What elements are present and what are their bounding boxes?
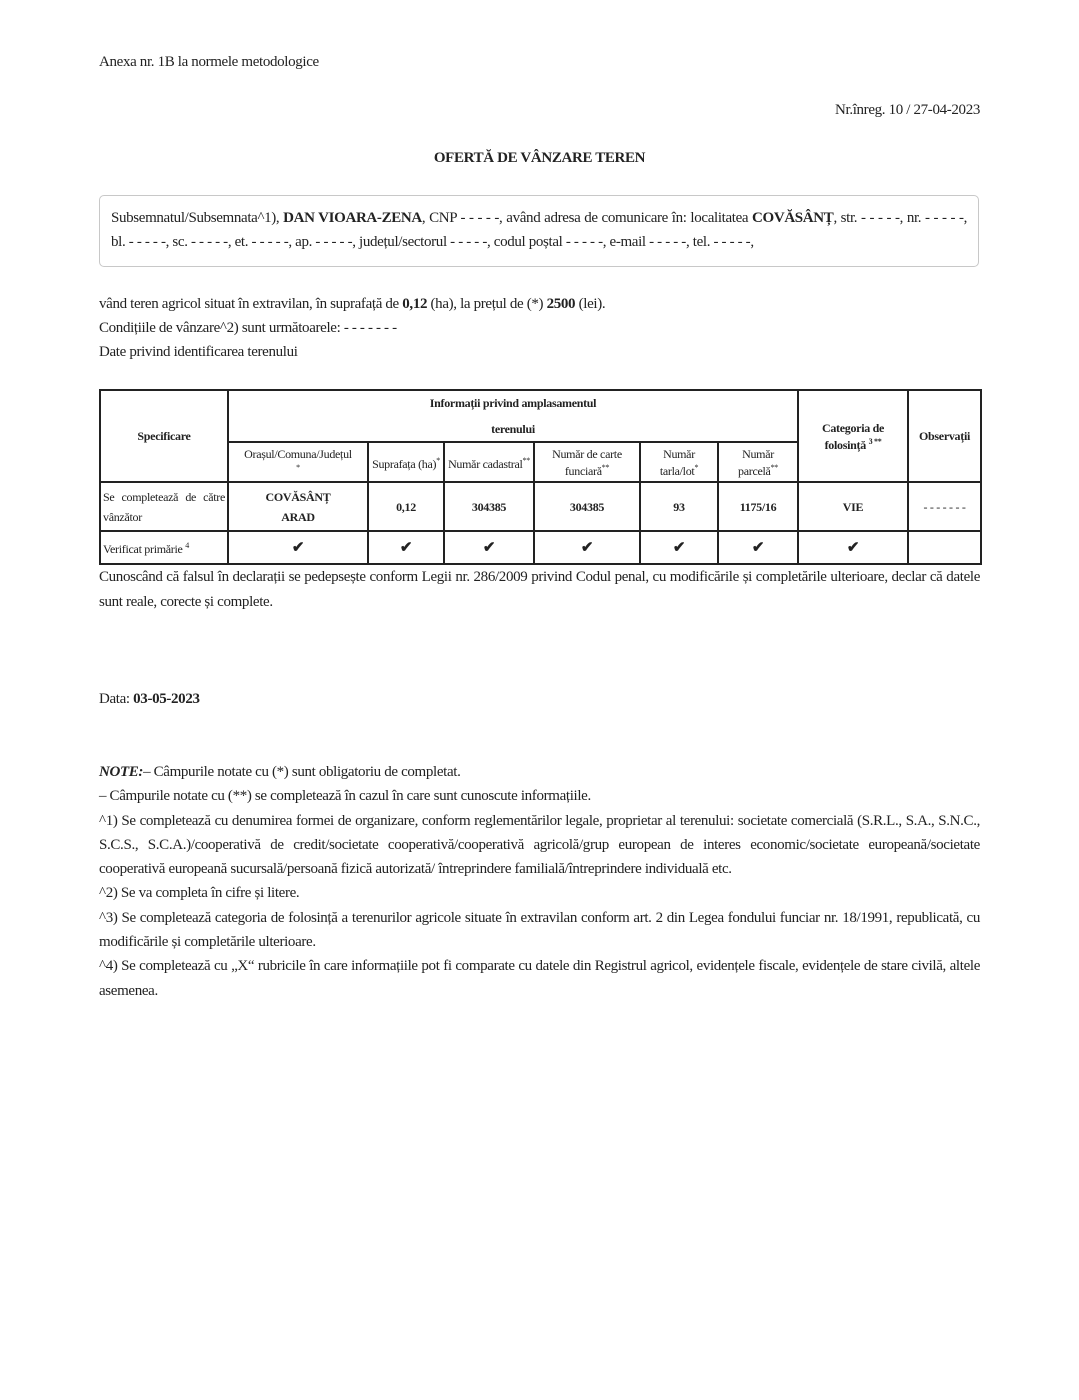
- check-icon: ✔: [533, 530, 641, 565]
- header-location-info: Informații privind amplasamentul terenulu…: [226, 389, 800, 443]
- text: Număr cadastral: [448, 456, 523, 471]
- footnote-mark: **: [522, 455, 531, 465]
- check-icon: ✔: [227, 530, 369, 565]
- check-icon: ✔: [443, 530, 535, 565]
- text: Număr de carte funciară: [552, 446, 622, 478]
- offer-price: 2500: [546, 296, 576, 312]
- subheader-land-book: Număr de carte funciară**: [533, 441, 641, 483]
- statement: Cunoscând că falsul în declarații se ped…: [99, 569, 980, 610]
- text: – Câmpurile notate cu (*) sunt obligator…: [143, 764, 461, 780]
- text: (ha), la prețul de (*): [427, 296, 547, 312]
- date-value: 03-05-2023: [133, 691, 200, 707]
- text: vând teren agricol situat în extravilan,…: [99, 296, 403, 312]
- text: , CNP - - - - -, având adresa de comunic…: [421, 210, 753, 226]
- text: Subsemnatul/Subsemnata^1),: [111, 210, 284, 226]
- registration-number: Nr.înreg. 10 / 27-04-2023: [835, 102, 980, 118]
- declarant-locality: COVĂSÂNȚ: [752, 210, 834, 226]
- cell-locality: COVĂSÂNȚ ARAD: [227, 481, 369, 532]
- text: terenului: [491, 422, 535, 436]
- text: Număr tarla/lot: [659, 446, 695, 478]
- row-label: Se completează de către vânzător: [99, 481, 229, 532]
- declarant-name: DAN VIOARA-ZENA: [283, 210, 422, 226]
- cell-cadastral: 304385: [443, 481, 535, 532]
- date-label: Data:: [99, 691, 134, 707]
- table-row: Verificat primărie 4 ✔ ✔ ✔ ✔ ✔ ✔ ✔: [99, 530, 983, 565]
- text: Suprafața (ha): [372, 456, 437, 471]
- footnote-mark: **: [601, 462, 610, 472]
- note: – Câmpurile notate cu (**) se completeaz…: [99, 788, 591, 805]
- cell-tarla: 93: [639, 481, 719, 532]
- subheader-tarla: Număr tarla/lot*: [639, 441, 719, 483]
- footnote-mark: 3 **: [868, 436, 882, 446]
- text: Orașul/Comuna/Județul: [244, 446, 352, 461]
- text: Număr parcelă: [738, 446, 774, 478]
- page-title: OFERTĂ DE VÂNZARE TEREN: [433, 150, 646, 166]
- note: ^2) Se va completa în cifre și litere.: [99, 885, 300, 902]
- note: NOTE:– Câmpurile notate cu (*) sunt obli…: [99, 760, 980, 784]
- footnote-mark: **: [770, 462, 779, 472]
- text: Categoria de folosință: [821, 420, 885, 452]
- subheader-area: Suprafața (ha)*: [367, 441, 445, 483]
- text: Verificat primărie: [103, 542, 183, 556]
- note: ^3) Se completează categoria de folosinț…: [99, 909, 980, 951]
- note: ^1) Se completează cu denumirea formei d…: [99, 812, 980, 878]
- cell-parcel: 1175/16: [716, 481, 800, 532]
- date: Data: 03-05-2023: [99, 687, 200, 711]
- declarant-box: Subsemnatul/Subsemnata^1), DAN VIOARA-ZE…: [99, 195, 979, 267]
- offer-area: 0,12: [402, 296, 428, 312]
- check-icon: ✔: [797, 530, 910, 565]
- footnote-mark: *: [296, 462, 300, 472]
- subheader-parcel: Număr parcelă**: [716, 441, 800, 483]
- footnote-mark: *: [694, 462, 699, 472]
- text: Informații privind amplasamentul: [429, 396, 597, 410]
- cell-empty: [907, 530, 983, 565]
- table-row: Se completează de către vânzător COVĂSÂN…: [99, 481, 983, 532]
- notes-label: NOTE:: [99, 764, 144, 780]
- sale-conditions: Condițiile de vânzare^2) sunt următoarel…: [99, 320, 397, 336]
- subheader-locality: Orașul/Comuna/Județul *: [227, 441, 369, 483]
- check-icon: ✔: [716, 530, 800, 565]
- subheader-cadastral: Număr cadastral**: [443, 441, 535, 483]
- note: ^4) Se completează cu „X“ rubricile în c…: [99, 958, 980, 999]
- cell-category: VIE: [797, 481, 910, 532]
- header-observations: Observații: [907, 389, 983, 483]
- cell-observations: - - - - - - -: [907, 481, 983, 532]
- text: , str. - - - - -, nr. - - - - -, bl. - -…: [111, 210, 967, 250]
- check-icon: ✔: [367, 530, 445, 565]
- footnote-mark: 4: [185, 541, 189, 550]
- text: (lei).: [575, 296, 606, 312]
- text: COVĂSÂNȚ: [265, 489, 331, 504]
- land-table: Specificare Informații privind amplasame…: [99, 389, 983, 565]
- cell-area: 0,12: [367, 481, 445, 532]
- check-icon: ✔: [639, 530, 719, 565]
- identification-heading: Date privind identificarea terenului: [99, 344, 298, 360]
- notes: NOTE:– Câmpurile notate cu (*) sunt obli…: [99, 760, 980, 1003]
- footnote-mark: *: [436, 455, 440, 465]
- header-specificare: Specificare: [99, 389, 229, 483]
- row-label: Verificat primărie 4: [99, 530, 229, 565]
- text: ARAD: [281, 509, 315, 524]
- offer-text: vând teren agricol situat în extravilan,…: [99, 292, 980, 316]
- annex-label: Anexa nr. 1B la normele metodologice: [99, 54, 319, 70]
- cell-land-book: 304385: [533, 481, 641, 532]
- header-category: Categoria de folosință 3 **: [797, 389, 910, 483]
